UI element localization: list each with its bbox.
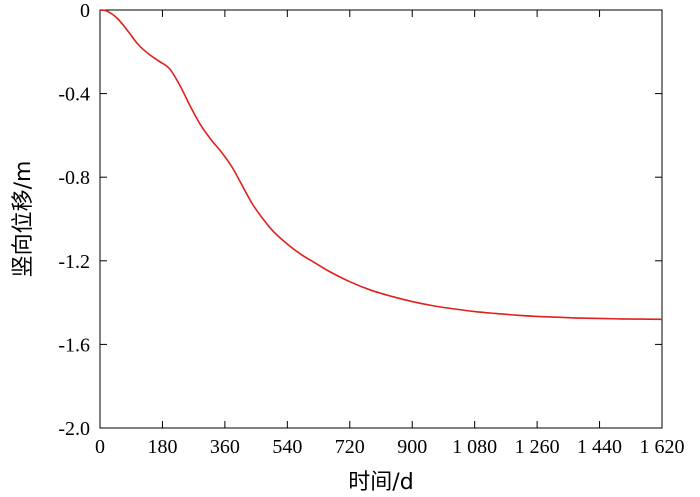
y-axis-title: 竖向位移/m (11, 161, 36, 278)
series-layer (99, 9, 663, 321)
y-tick-label: -2.0 (58, 418, 90, 440)
x-tick-label: 1 440 (577, 436, 622, 458)
plot-frame (99, 9, 663, 429)
x-tick-label: 1 080 (452, 436, 497, 458)
x-tick-label: 180 (147, 436, 177, 458)
x-tick-label: 1 620 (640, 436, 685, 458)
y-tick-label: -0.4 (58, 84, 90, 106)
y-tick-label: -1.2 (58, 251, 90, 273)
x-axis-title: 时间/d (348, 470, 413, 495)
y-axis: 0 -0.4 -0.8 -1.2 -1.6 -2.0 (58, 0, 662, 440)
x-tick-label: 360 (210, 436, 240, 458)
x-axis: 0 180 360 540 720 900 1 080 1 260 1 440 1 620 (95, 10, 685, 458)
y-tick-label: 0 (80, 0, 90, 22)
x-tick-label: 1 260 (515, 436, 560, 458)
x-tick-label: 540 (272, 436, 302, 458)
x-tick-label: 720 (335, 436, 365, 458)
x-tick-label: 0 (95, 436, 105, 458)
y-tick-label: -0.8 (58, 167, 90, 189)
y-tick-label: -1.6 (58, 334, 90, 356)
x-tick-label: 900 (397, 436, 427, 458)
series-line (99, 9, 663, 321)
